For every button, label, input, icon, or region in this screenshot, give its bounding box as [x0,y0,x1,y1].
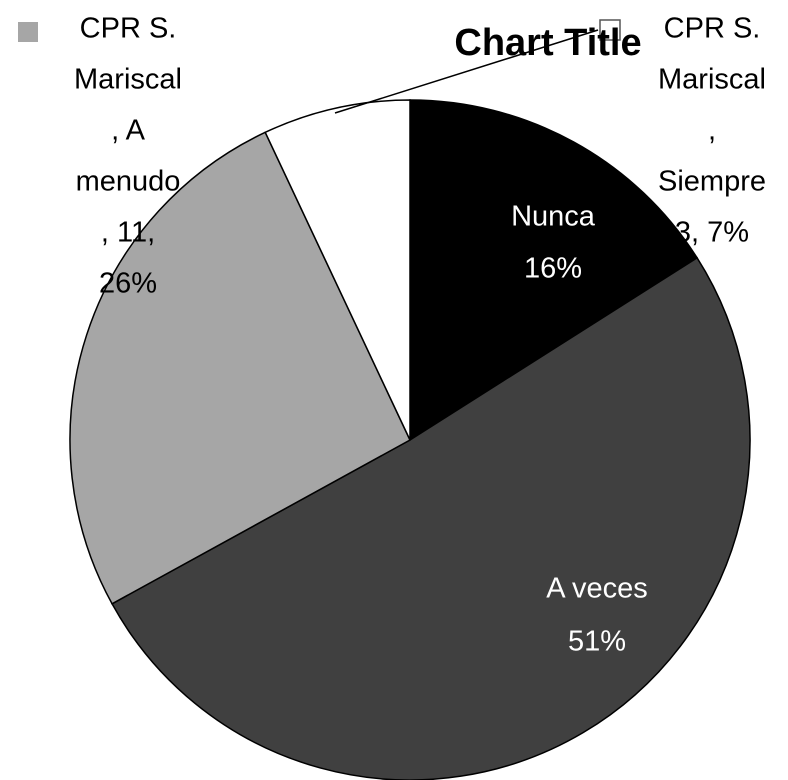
data-label: CPR S. [80,13,177,45]
data-label: Mariscal [658,64,766,96]
leader-line [334,29,599,114]
data-label: , 11, [101,217,155,249]
data-label: CPR S. [664,13,761,45]
data-label: 16% [524,253,582,285]
data-label: Siempre [658,166,766,198]
data-label: 51% [568,626,626,658]
data-label: 3, 7% [675,217,749,249]
chart-title: Chart Title [454,22,641,64]
pie-slice [69,131,411,605]
data-label: menudo [76,166,181,198]
legend-key [599,19,621,41]
pie-slice [409,99,699,442]
pie-slice [111,256,751,780]
data-label: , [708,115,716,147]
data-label: A veces [546,573,648,605]
data-label: Nunca [511,201,596,233]
data-label: 26% [99,268,157,300]
pie [69,99,751,780]
data-label: Mariscal [74,64,182,96]
data-label: , A [111,115,146,147]
legend-key [18,22,38,42]
pie-slice [264,99,411,441]
